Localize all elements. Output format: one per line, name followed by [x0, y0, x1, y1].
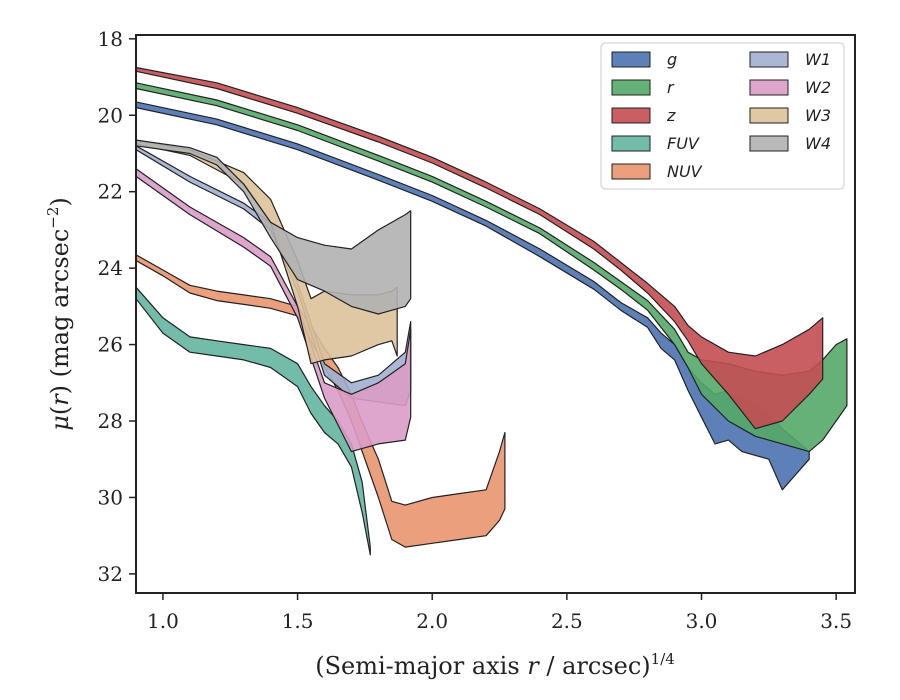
- legend-label: W1: [805, 50, 831, 69]
- band-w2: [136, 168, 412, 453]
- legend-item-w3: W3: [749, 106, 831, 125]
- legend-label: W4: [805, 134, 831, 153]
- y-axis: 18 20 22 24 26 28 30 32: [98, 27, 136, 586]
- legend-swatch: [749, 51, 789, 68]
- y-tick-label: 20: [98, 103, 123, 127]
- band-g: [136, 101, 810, 491]
- y-tick-label: 28: [98, 409, 123, 433]
- y-tick-label: 32: [98, 562, 123, 586]
- legend-item-w4: W4: [749, 134, 831, 153]
- y-tick-label: 24: [98, 256, 123, 280]
- legend-item-z: z: [611, 106, 676, 125]
- legend-item-w2: W2: [749, 78, 831, 97]
- legend-swatch: [749, 135, 789, 152]
- x-tick-label: 2.0: [416, 609, 448, 633]
- plot-frame: [135, 34, 856, 594]
- legend-swatch: [611, 163, 651, 180]
- legend-label: r: [667, 78, 675, 97]
- x-tick-label: 1.5: [282, 609, 314, 633]
- legend-item-nuv: NUV: [611, 162, 703, 181]
- x-tick-label: 2.5: [551, 609, 583, 633]
- y-tick-label: 22: [98, 180, 123, 204]
- legend-item-fuv: FUV: [611, 134, 700, 153]
- legend-label: FUV: [667, 134, 700, 153]
- x-tick-label: 3.5: [820, 609, 852, 633]
- legend-swatch: [749, 79, 789, 96]
- legend-swatch: [611, 107, 651, 124]
- plot-area: [136, 66, 848, 556]
- legend-label: W3: [805, 106, 831, 125]
- band-w4: [136, 139, 412, 315]
- legend-item-w1: W1: [749, 50, 831, 69]
- x-axis-label: (Semi-major axis r / arcsec)1/4: [315, 650, 675, 680]
- y-tick-label: 30: [98, 485, 123, 509]
- legend-swatch: [749, 107, 789, 124]
- legend-label: NUV: [667, 162, 703, 181]
- band-z: [136, 66, 824, 430]
- legend-item-r: r: [611, 78, 675, 97]
- legend-label: g: [667, 50, 677, 69]
- legend: grz FUV NUV W1 W2 W3 W4: [600, 42, 845, 190]
- legend-swatch: [611, 79, 651, 96]
- legend-swatch: [611, 135, 651, 152]
- x-tick-label: 3.0: [686, 609, 718, 633]
- x-tick-label: 1.0: [147, 609, 179, 633]
- band-fuv: [136, 286, 371, 556]
- legend-swatch: [611, 51, 651, 68]
- y-tick-label: 26: [98, 333, 123, 357]
- y-tick-label: 18: [98, 27, 123, 51]
- legend-label: W2: [805, 78, 831, 97]
- legend-label: z: [666, 106, 676, 125]
- x-axis: 1.0 1.5 2.0 2.5 3.0 3.5: [147, 593, 852, 633]
- y-axis-label: μ(r) (mag arcsec−2): [44, 197, 74, 431]
- legend-item-g: g: [611, 50, 677, 69]
